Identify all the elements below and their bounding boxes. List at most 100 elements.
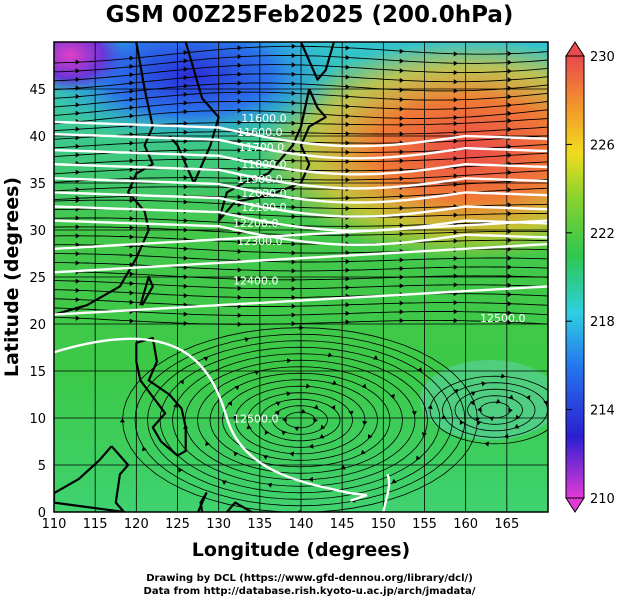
flow-arrow [421, 432, 427, 437]
x-tick-label: 150 [371, 517, 396, 532]
flow-arrow [75, 186, 80, 193]
flow-arrow [453, 120, 458, 127]
colorbar-tick-label: 218 [590, 315, 615, 330]
flow-arrow [557, 411, 562, 416]
flow-arrow [345, 177, 350, 183]
y-tick-label: 0 [38, 506, 46, 521]
flow-arrow [237, 98, 242, 104]
flow-arrow [183, 246, 188, 252]
flow-arrow [345, 131, 350, 137]
flow-arrow [237, 45, 242, 51]
flow-arrow [205, 441, 210, 447]
flow-arrow [345, 94, 350, 100]
flow-arrow [291, 268, 296, 274]
plot-frame [53, 41, 549, 513]
flow-arrow [246, 424, 252, 430]
flow-arrow [345, 140, 350, 146]
swirl-streamline [429, 375, 548, 445]
coastline [139, 275, 154, 306]
flow-arrow [399, 115, 404, 121]
y-tick-label: 5 [38, 459, 46, 474]
height-contour [54, 242, 548, 274]
flow-arrow [345, 302, 350, 308]
flow-arrow [345, 276, 350, 282]
flow-arrow [75, 215, 80, 221]
flow-arrow [331, 380, 337, 385]
flow-arrow [291, 286, 296, 292]
height-contours [54, 120, 548, 512]
flow-arrow [345, 158, 350, 165]
flow-arrow [399, 274, 404, 280]
flow-arrow [75, 93, 80, 100]
flow-arrow [183, 138, 188, 144]
x-tick-label: 165 [494, 517, 519, 532]
flow-arrow [453, 106, 458, 112]
flow-arrow [183, 311, 188, 317]
flow-arrow [330, 404, 336, 410]
flow-arrow [507, 202, 512, 208]
height-contour [54, 120, 548, 148]
flow-arrow [291, 277, 296, 283]
flow-arrow [399, 106, 404, 112]
height-contour [54, 163, 548, 190]
contour-label: 12000.0 [241, 187, 287, 200]
credit-drawing: Drawing by DCL (https://www.gfd-dennou.o… [146, 573, 473, 584]
flow-arrow [183, 83, 188, 89]
coastline [135, 337, 187, 457]
flow-arrow [237, 239, 242, 245]
flow-arrow [391, 478, 397, 484]
flow-arrow [327, 352, 333, 358]
flow-arrow [427, 404, 433, 410]
flow-arrow [453, 51, 458, 57]
flow-arrow [291, 176, 296, 183]
flow-arrow [129, 63, 134, 69]
flow-arrow [281, 430, 287, 436]
flow-arrow [399, 193, 404, 199]
flow-arrow [345, 84, 350, 90]
swirl-streamline [134, 333, 466, 507]
flow-arrow [507, 68, 512, 74]
flow-arrow [453, 155, 458, 162]
flow-arrow [237, 138, 242, 144]
flow-arrow [183, 129, 188, 135]
flow-arrow [453, 138, 458, 144]
y-tick-label: 10 [29, 412, 46, 427]
flow-arrow [453, 300, 458, 306]
flow-arrow [75, 102, 80, 108]
flow-arrow [75, 76, 80, 83]
flow-arrow [360, 449, 366, 455]
x-tick-label: 160 [453, 517, 478, 532]
height-contour [54, 219, 548, 250]
flow-arrow [348, 410, 354, 416]
flow-arrow [399, 167, 404, 173]
flow-arrow [399, 222, 404, 228]
flow-arrow [399, 300, 404, 306]
flow-arrow [129, 140, 134, 146]
flow-arrow [543, 400, 548, 406]
flow-arrow [508, 394, 514, 400]
flow-arrow [291, 241, 296, 247]
flow-arrow [291, 158, 296, 164]
flow-arrow [291, 312, 296, 318]
flow-arrow [286, 358, 292, 364]
flow-arrow [237, 248, 242, 255]
flow-arrow [275, 401, 281, 407]
flow-arrow [75, 85, 80, 91]
colorbar-bottom-arrow [565, 497, 585, 513]
flow-arrow [291, 213, 296, 220]
flow-arrow [75, 110, 80, 116]
flow-arrow [453, 97, 458, 103]
flow-arrow [399, 158, 404, 164]
contour-label: 11800.0 [241, 158, 287, 171]
flow-arrow [129, 197, 134, 203]
colorbar-tick-label: 230 [590, 50, 615, 65]
swirl-streamline [234, 385, 366, 455]
flow-arrow [453, 229, 458, 235]
colorbar-gradient [565, 55, 585, 499]
flow-arrow [507, 310, 512, 316]
flow-arrow [399, 205, 404, 211]
flow-arrow [399, 309, 404, 315]
swirl-streamline [147, 340, 453, 500]
contour-label: 12100.0 [241, 201, 287, 214]
